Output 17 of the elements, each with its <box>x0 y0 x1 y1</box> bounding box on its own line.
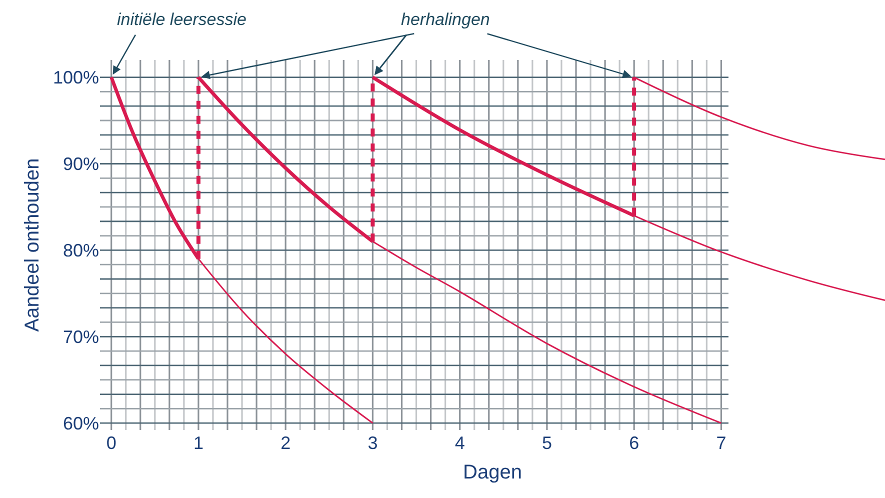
x-tick-label: 6 <box>629 433 640 453</box>
y-tick-label: 80% <box>62 240 99 260</box>
x-tick-label: 1 <box>193 433 204 453</box>
y-tick-label: 90% <box>62 154 99 174</box>
annotation: initiële leersessie <box>117 10 246 29</box>
x-tick-label: 4 <box>454 433 465 453</box>
y-tick-label: 70% <box>62 326 99 347</box>
x-tick-label: 7 <box>716 433 726 453</box>
y-axis-title: Aandeel onthouden <box>21 158 44 332</box>
x-tick-label: 2 <box>280 433 291 453</box>
y-tick-label: 100% <box>52 68 99 88</box>
x-axis-title: Dagen <box>463 462 522 484</box>
annotation: herhalingen <box>401 10 490 29</box>
x-tick-label: 0 <box>106 433 116 453</box>
x-tick-label: 5 <box>542 433 552 453</box>
y-tick-label: 60% <box>62 413 99 434</box>
x-tick-label: 3 <box>368 433 378 453</box>
